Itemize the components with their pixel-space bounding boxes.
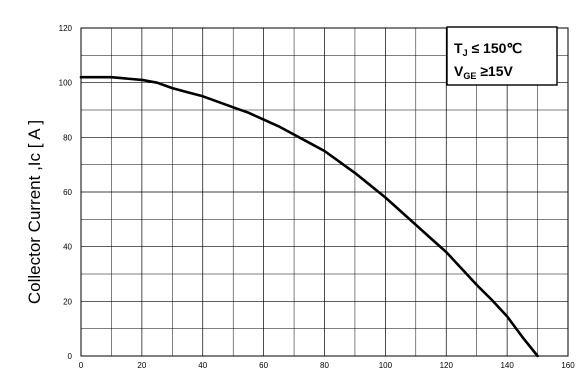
y-tick-label: 20 [63, 297, 72, 306]
y-tick-label: 60 [63, 188, 72, 197]
annotation-line1: TJ ≤ 150℃ [454, 40, 522, 58]
x-tick-label: 60 [259, 361, 268, 370]
y-tick-labels: 0 20 40 60 80 100 120 [59, 24, 73, 361]
x-tick-label: 0 [79, 361, 84, 370]
x-tick-label: 120 [440, 361, 454, 370]
x-tick-label: 160 [561, 361, 575, 370]
annotation-line2: VGE ≥15V [454, 63, 514, 81]
plot-frame [80, 27, 569, 357]
y-axis-label: Collector Current ,Ic [ A ] [25, 120, 44, 304]
y-tick-label: 40 [63, 243, 72, 252]
series-line [79, 75, 539, 358]
y-tick-label: 80 [63, 133, 72, 142]
y-tick-label: 100 [59, 79, 73, 88]
x-tick-label: 140 [500, 361, 514, 370]
x-tick-label: 40 [198, 361, 207, 370]
series-curve [79, 75, 539, 358]
x-tick-label: 20 [137, 361, 146, 370]
x-tick-labels: 0 20 40 60 80 100 120 140 160 [79, 361, 575, 370]
x-tick-label: 100 [379, 361, 393, 370]
y-tick-label: 120 [59, 24, 73, 33]
x-tick-label: 80 [320, 361, 329, 370]
y-tick-label: 0 [68, 352, 73, 361]
annotation-box: TJ ≤ 150℃ VGE ≥15V [446, 26, 558, 86]
